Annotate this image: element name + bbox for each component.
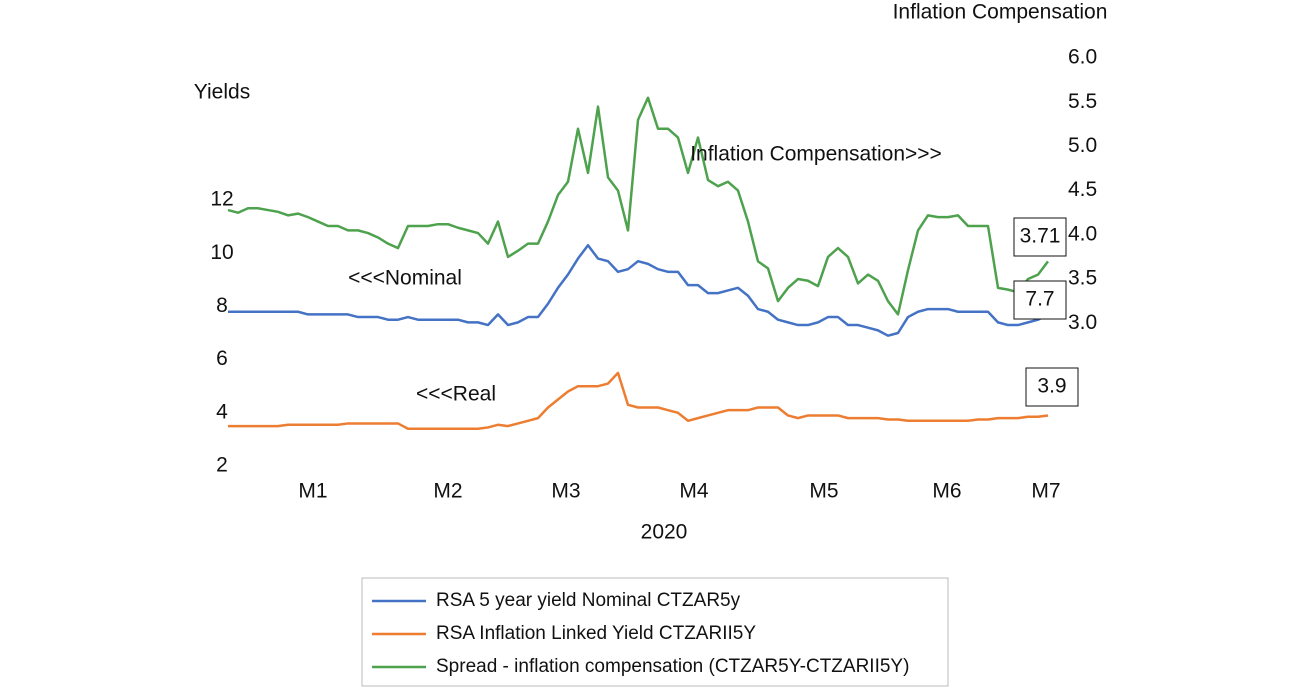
x-tick-label: M3 — [551, 480, 580, 503]
annotation-box — [1025, 367, 1079, 407]
series-line — [228, 371, 1049, 431]
y2-tick-label: 3.5 — [1068, 267, 1097, 290]
x-tick-label: M6 — [932, 480, 961, 503]
y-tick-label: 6 — [216, 347, 228, 370]
y2-tick-label: 3.0 — [1068, 311, 1097, 334]
y2-tick-label: 4.0 — [1068, 222, 1097, 245]
y2-axis-title: Inflation Compensation — [893, 1, 1108, 24]
annotation: <<<Real — [416, 383, 496, 406]
x-tick-label: M5 — [809, 480, 838, 503]
legend-label: RSA 5 year yield Nominal CTZAR5y — [436, 590, 741, 611]
y-tick-label: 4 — [216, 400, 228, 423]
annotation: 3.9 — [1037, 375, 1066, 398]
y2-tick-label: 5.5 — [1068, 90, 1097, 113]
legend-label: RSA Inflation Linked Yield CTZARII5Y — [436, 623, 756, 644]
x-tick-label: M7 — [1031, 480, 1060, 503]
y2-tick-label: 4.5 — [1068, 178, 1097, 201]
x-tick-label: M4 — [679, 480, 708, 503]
legend-label: Spread - inflation compensation (CTZAR5Y… — [436, 656, 909, 677]
y-tick-label: 2 — [216, 454, 228, 477]
annotation: <<<Nominal — [348, 267, 462, 290]
y-tick-label: 10 — [210, 241, 233, 264]
x-axis-title: 2020 — [641, 521, 688, 544]
y-tick-label: 12 — [210, 188, 233, 211]
annotation: 3.71 — [1020, 225, 1061, 248]
y2-tick-label: 5.0 — [1068, 134, 1097, 157]
annotation: 7.7 — [1025, 288, 1054, 311]
y-tick-label: 8 — [216, 294, 228, 317]
annotation-box — [1013, 217, 1067, 257]
y-axis-title: Yields — [194, 81, 250, 104]
x-tick-label: M1 — [298, 480, 327, 503]
y2-tick-label: 6.0 — [1068, 46, 1097, 69]
x-tick-label: M2 — [433, 480, 462, 503]
annotation: Inflation Compensation>>> — [690, 143, 942, 166]
annotation-box — [1013, 280, 1067, 320]
legend-box — [361, 577, 949, 687]
series-line — [227, 96, 1049, 316]
series-line — [228, 243, 1049, 337]
